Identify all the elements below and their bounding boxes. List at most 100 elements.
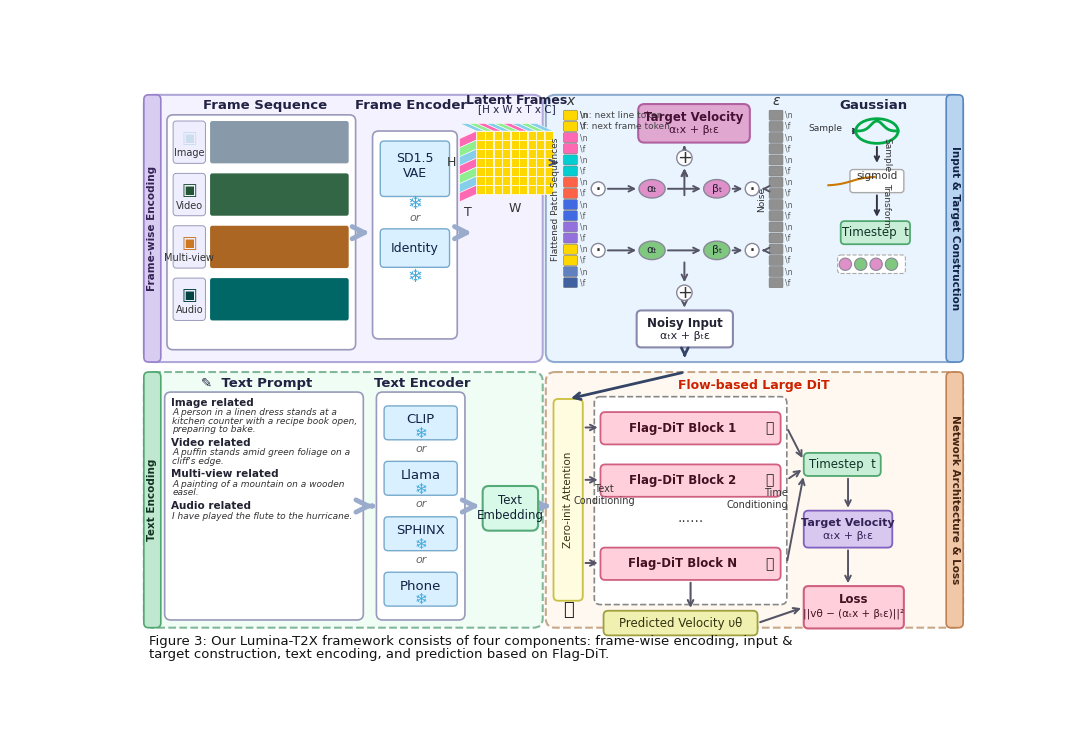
FancyBboxPatch shape [840, 221, 910, 244]
Text: Latent Frames: Latent Frames [465, 94, 567, 106]
Bar [537, 131, 544, 140]
Text: \f: \f [580, 144, 585, 153]
Bar [537, 158, 544, 167]
FancyBboxPatch shape [564, 143, 578, 154]
Text: αₜ: αₜ [647, 245, 658, 256]
Text: or: or [415, 555, 427, 565]
Bar [528, 140, 536, 149]
Text: \f: \f [785, 234, 791, 242]
Text: or: or [415, 500, 427, 509]
Text: Frame Encoder: Frame Encoder [355, 99, 467, 112]
Text: \f: \f [785, 144, 791, 153]
Text: \f: \f [580, 211, 585, 220]
FancyBboxPatch shape [377, 392, 465, 620]
Bar [476, 131, 485, 140]
Text: Image: Image [174, 149, 204, 158]
Bar [511, 176, 518, 185]
FancyBboxPatch shape [600, 412, 781, 444]
Text: or: or [415, 444, 427, 454]
FancyBboxPatch shape [564, 166, 578, 176]
Text: \n: \n [580, 155, 588, 164]
Bar [528, 176, 536, 185]
FancyBboxPatch shape [545, 95, 963, 362]
Text: Flag-DiT Block 2: Flag-DiT Block 2 [630, 474, 737, 487]
Bar [476, 185, 485, 194]
Text: \f: \f [580, 166, 585, 176]
Text: \f: \f [785, 211, 791, 220]
Text: Sample: Sample [808, 124, 842, 133]
FancyBboxPatch shape [564, 110, 578, 120]
Text: \f: \f [580, 256, 585, 265]
FancyBboxPatch shape [211, 225, 349, 268]
Text: Gaussian: Gaussian [839, 99, 907, 112]
Text: Video: Video [176, 201, 203, 211]
FancyBboxPatch shape [564, 200, 578, 210]
Polygon shape [460, 131, 476, 148]
FancyBboxPatch shape [384, 406, 457, 440]
Text: \n: \n [580, 133, 588, 142]
Text: Loss: Loss [839, 593, 868, 606]
Text: Frame-wise Encoding: Frame-wise Encoding [147, 166, 158, 291]
Text: I have played the flute to the hurricane.: I have played the flute to the hurricane… [173, 511, 352, 520]
FancyBboxPatch shape [164, 392, 363, 620]
Circle shape [745, 182, 759, 196]
Text: kitchen counter with a recipe book open,: kitchen counter with a recipe book open, [173, 417, 357, 426]
Polygon shape [485, 123, 511, 131]
FancyBboxPatch shape [600, 548, 781, 580]
Text: ▣: ▣ [181, 286, 198, 304]
Text: \f: \f [785, 256, 791, 265]
Bar [494, 176, 502, 185]
Bar [545, 167, 553, 176]
Bar [511, 149, 518, 157]
Text: Multi-view: Multi-view [164, 253, 214, 263]
Bar [476, 176, 485, 185]
Text: ❄: ❄ [415, 426, 427, 441]
Circle shape [677, 285, 692, 301]
Text: ▣: ▣ [181, 234, 198, 252]
FancyBboxPatch shape [636, 310, 733, 347]
Text: 🔥: 🔥 [766, 474, 774, 488]
FancyBboxPatch shape [554, 399, 583, 601]
Text: \n: \n [785, 178, 793, 187]
Bar [485, 131, 494, 140]
FancyBboxPatch shape [564, 222, 578, 232]
Text: Text Encoder: Text Encoder [375, 377, 471, 390]
Text: Transform: Transform [882, 183, 891, 228]
Bar [545, 140, 553, 149]
Text: ε: ε [772, 94, 780, 108]
Bar [545, 185, 553, 194]
Text: x: x [566, 94, 575, 108]
Text: \n: \n [580, 245, 588, 253]
FancyBboxPatch shape [384, 517, 457, 551]
Bar [502, 131, 510, 140]
Polygon shape [460, 149, 476, 166]
FancyBboxPatch shape [769, 188, 783, 198]
FancyBboxPatch shape [769, 110, 783, 120]
FancyBboxPatch shape [850, 169, 904, 193]
Ellipse shape [704, 180, 730, 198]
Text: Timestep  t: Timestep t [809, 458, 876, 471]
Text: preparing to bake.: preparing to bake. [173, 425, 256, 435]
Text: Sample: Sample [882, 138, 891, 172]
FancyBboxPatch shape [483, 486, 538, 531]
FancyBboxPatch shape [384, 461, 457, 495]
Text: \f: next frame token: \f: next frame token [580, 122, 670, 131]
Text: \f: \f [580, 122, 585, 131]
FancyBboxPatch shape [211, 121, 349, 163]
FancyBboxPatch shape [838, 255, 905, 273]
Text: \f: \f [580, 234, 585, 242]
FancyBboxPatch shape [769, 155, 783, 165]
Bar [545, 149, 553, 157]
FancyBboxPatch shape [769, 166, 783, 176]
Text: βₜ: βₜ [712, 245, 721, 256]
Text: H: H [447, 156, 457, 169]
Text: ❄: ❄ [415, 593, 427, 607]
Text: Target Velocity: Target Velocity [645, 111, 744, 123]
Bar [537, 167, 544, 176]
Text: sigmoid: sigmoid [856, 171, 897, 182]
FancyBboxPatch shape [384, 572, 457, 606]
Bar [511, 167, 518, 176]
FancyBboxPatch shape [173, 225, 205, 268]
Bar [494, 149, 502, 157]
Text: easel.: easel. [173, 488, 199, 497]
